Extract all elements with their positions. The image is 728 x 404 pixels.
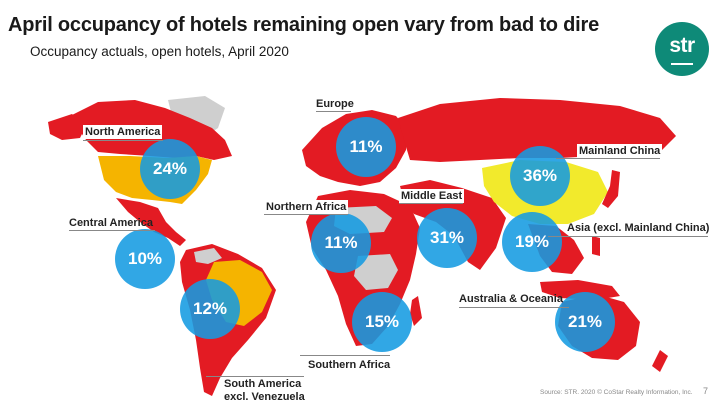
- australia-oceania-occupancy: 21%: [555, 292, 615, 352]
- middle-east-label: Middle East: [399, 189, 465, 203]
- central-africa-grey-shape: [354, 254, 398, 290]
- europe-label: Europe: [316, 98, 354, 110]
- southern-africa-underline: [300, 355, 390, 356]
- page-number: 7: [703, 386, 709, 396]
- north-america-label: North America: [83, 125, 163, 139]
- europe-occupancy: 11%: [336, 117, 396, 177]
- northern-africa-occupancy: 11%: [311, 213, 371, 273]
- mainland-china-underline: [556, 158, 660, 159]
- central-america-occupancy: 10%: [115, 229, 175, 289]
- northern-africa-underline: [264, 214, 348, 215]
- south-america-label-line2: excl. Venezuela: [224, 391, 305, 403]
- north-america-occupancy: 24%: [140, 139, 200, 199]
- source-note: Source: STR. 2020 © CoStar Realty Inform…: [540, 389, 693, 396]
- southern-africa-occupancy: 15%: [352, 292, 412, 352]
- southern-africa-label: Southern Africa: [308, 359, 391, 371]
- middle-east-occupancy: 31%: [417, 208, 477, 268]
- europe-underline: [316, 111, 351, 112]
- asia-label: Asia (excl. Mainland China): [567, 222, 710, 234]
- slide-title: April occupancy of hotels remaining open…: [8, 14, 600, 36]
- indonesia-shape: [540, 280, 620, 300]
- venezuela-shape: [194, 248, 222, 264]
- asia-occupancy: 19%: [502, 212, 562, 272]
- japan-shape: [602, 170, 620, 208]
- new-zealand-shape: [652, 350, 668, 372]
- mainland-china-occupancy: 36%: [510, 146, 570, 206]
- central-america-underline: [69, 230, 155, 231]
- str-logo: str: [655, 22, 709, 76]
- mexico-shape: [116, 198, 186, 246]
- middle-east-underline: [399, 203, 463, 204]
- south-america-occupancy: 12%: [180, 279, 240, 339]
- south-america-label-line1: South America: [224, 378, 302, 390]
- slide-subtitle: Occupancy actuals, open hotels, April 20…: [30, 44, 289, 59]
- central-america-label: Central America: [69, 217, 153, 229]
- mainland-china-label: Mainland China: [577, 144, 663, 158]
- philippines-shape: [592, 236, 600, 256]
- alaska-shape: [48, 114, 86, 140]
- logo-underline: [671, 63, 693, 65]
- logo-text: str: [669, 34, 695, 57]
- north-america-underline: [83, 140, 163, 141]
- northern-africa-label: Northern Africa: [264, 200, 349, 214]
- australia-oceania-label: Australia & Oceania: [459, 293, 563, 305]
- asia-underline: [548, 236, 708, 237]
- madagascar-shape: [410, 296, 422, 326]
- australia-oceania-underline: [459, 307, 569, 308]
- south-america-underline: [206, 376, 304, 377]
